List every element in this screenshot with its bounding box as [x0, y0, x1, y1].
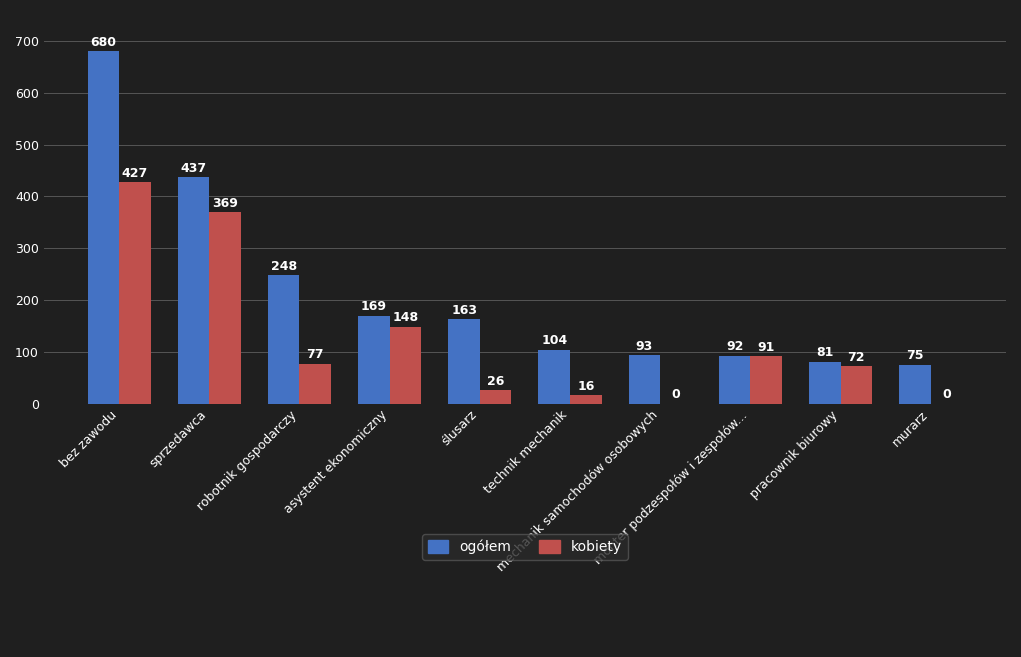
Bar	[88, 51, 119, 403]
Text: 77: 77	[306, 348, 324, 361]
Bar	[209, 212, 241, 403]
Text: 427: 427	[121, 167, 148, 180]
Text: 369: 369	[212, 197, 238, 210]
Bar	[299, 364, 331, 403]
Bar	[900, 365, 931, 403]
Text: 0: 0	[672, 388, 680, 401]
Text: 104: 104	[541, 334, 568, 347]
Text: 81: 81	[816, 346, 833, 359]
Text: 75: 75	[907, 349, 924, 362]
Text: 0: 0	[942, 388, 951, 401]
Text: 248: 248	[271, 260, 297, 273]
Text: 16: 16	[577, 380, 594, 393]
Bar	[570, 396, 601, 403]
Legend: ogółem, kobiety: ogółem, kobiety	[422, 534, 628, 560]
Text: 148: 148	[392, 311, 419, 325]
Bar	[809, 361, 840, 403]
Text: 680: 680	[91, 35, 116, 49]
Bar	[119, 183, 151, 403]
Bar	[840, 367, 872, 403]
Text: 26: 26	[487, 374, 504, 388]
Bar	[390, 327, 422, 403]
Bar	[358, 316, 390, 403]
Bar	[719, 356, 750, 403]
Text: 91: 91	[758, 341, 775, 354]
Bar	[480, 390, 512, 403]
Bar	[750, 357, 782, 403]
Bar	[268, 275, 299, 403]
Text: 169: 169	[360, 300, 387, 313]
Text: 92: 92	[726, 340, 743, 353]
Bar	[629, 355, 661, 403]
Bar	[538, 350, 570, 403]
Bar	[448, 319, 480, 403]
Text: 93: 93	[636, 340, 653, 353]
Text: 437: 437	[181, 162, 206, 175]
Text: 72: 72	[847, 351, 865, 364]
Bar	[178, 177, 209, 403]
Text: 163: 163	[451, 304, 477, 317]
